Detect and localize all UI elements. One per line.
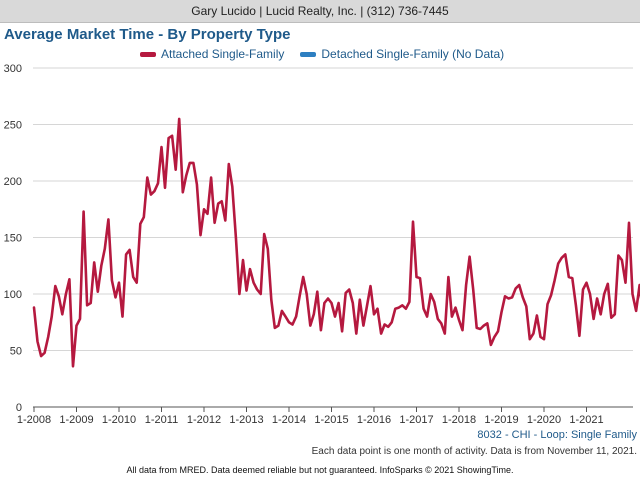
chart-caption: 8032 - CHI - Loop: Single Family [477,429,637,441]
x-tick-label: 1-2017 [399,414,433,426]
chart-legend: Attached Single-Family Detached Single-F… [140,47,504,61]
x-tick-label: 1-2008 [17,414,51,426]
series-line-attached [32,117,640,368]
data-note: Each data point is one month of activity… [311,446,637,457]
x-tick-label: 1-2014 [272,414,306,426]
y-tick-label: 0 [16,402,22,414]
x-tick-label: 1-2018 [442,414,476,426]
legend-label-attached: Attached Single-Family [161,47,285,61]
legend-swatch-attached [140,51,156,57]
y-tick-label: 200 [4,176,22,188]
footer-disclaimer: All data from MRED. Data deemed reliable… [126,465,514,475]
x-tick-label: 1-2021 [569,414,603,426]
x-tick-label: 1-2015 [314,414,348,426]
y-tick-label: 100 [4,289,22,301]
x-tick-label: 1-2013 [229,414,263,426]
x-tick-label: 1-2009 [59,414,93,426]
y-tick-label: 150 [4,233,22,245]
y-tick-label: 250 [4,120,22,132]
chart-title: Average Market Time - By Property Type [4,26,291,43]
y-tick-label: 300 [4,63,22,75]
market-time-line-chart: 0 50 100 150 200 250 300 1-2008 1-2009 1-2010 1-20… [4,63,640,426]
legend-item-attached[interactable]: Attached Single-Family [140,47,284,61]
x-tick-label: 1-2019 [484,414,518,426]
agent-contact-line: Gary Lucido | Lucid Realty, Inc. | (312)… [191,4,449,18]
agent-header-bar: Gary Lucido | Lucid Realty, Inc. | (312)… [0,0,640,23]
legend-label-detached: Detached Single-Family (No Data) [321,47,505,61]
x-tick-label: 1-2012 [187,414,221,426]
y-tick-label: 50 [10,346,22,358]
x-tick-label: 1-2011 [145,414,178,426]
x-tick-label: 1-2010 [102,414,136,426]
legend-item-detached[interactable]: Detached Single-Family (No Data) [300,47,504,61]
x-tick-label: 1-2016 [357,414,391,426]
legend-swatch-detached [300,51,317,57]
x-tick-label: 1-2020 [527,414,561,426]
